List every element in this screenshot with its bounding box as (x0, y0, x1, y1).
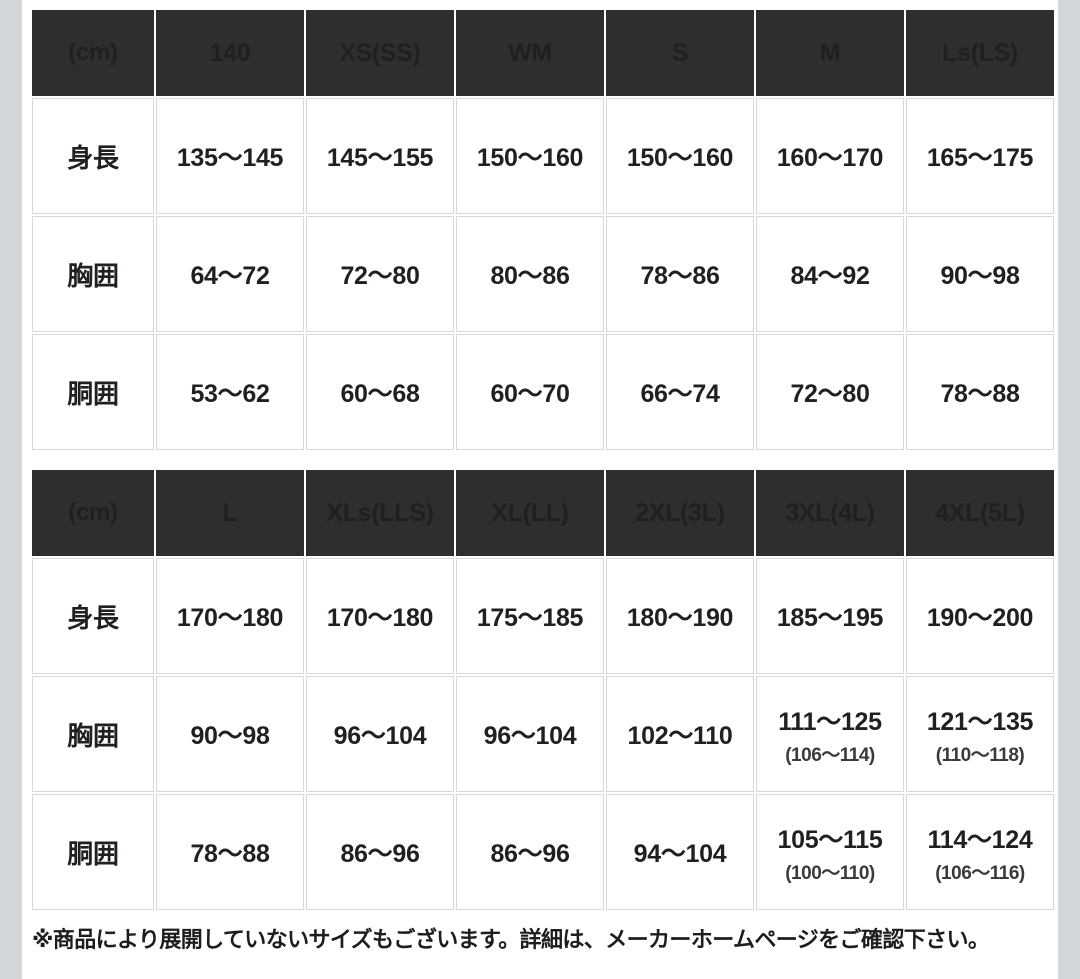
table-row: 胴囲 53〜62 60〜68 60〜70 66〜74 72〜80 78〜88 (32, 334, 1054, 450)
table-row: 身長 135〜145 145〜155 150〜160 150〜160 160〜1… (32, 98, 1054, 214)
header-row: (cm) L XLs(LLS) XL(LL) 2XL(3L) 3XL(4L) 4… (32, 470, 1054, 556)
header-size-2xl: 2XL(3L) (606, 470, 754, 556)
cell-chest-xl: 96〜104 (456, 676, 604, 792)
cell-value: 90〜98 (190, 722, 270, 750)
header-size-ls: Ls(LS) (906, 10, 1054, 96)
size-table-1: (cm) 140 XS(SS) WM S M Ls(LS) 身長 135〜145… (30, 8, 1056, 452)
cell-waist-2xl: 94〜104 (606, 794, 754, 910)
size-table-1-body: 身長 135〜145 145〜155 150〜160 150〜160 160〜1… (32, 98, 1054, 450)
cell-height-xs: 145〜155 (306, 98, 454, 214)
cell-value: 111〜125 (778, 707, 882, 736)
row-label-chest: 胸囲 (32, 676, 154, 792)
table-row: 身長 170〜180 170〜180 175〜185 180〜190 185〜1… (32, 558, 1054, 674)
cell-waist-s: 66〜74 (606, 334, 754, 450)
row-label-waist: 胴囲 (32, 334, 154, 450)
cell-value: 94〜104 (633, 840, 727, 868)
cell-value: 96〜104 (483, 722, 577, 750)
size-chart-page: (cm) 140 XS(SS) WM S M Ls(LS) 身長 135〜145… (22, 0, 1058, 979)
cell-value: 78〜88 (190, 840, 270, 868)
cell-waist-xl: 86〜96 (456, 794, 604, 910)
header-size-wm: WM (456, 10, 604, 96)
header-size-xls: XLs(LLS) (306, 470, 454, 556)
header-size-3xl: 3XL(4L) (756, 470, 904, 556)
size-table-2-wrapper: (cm) L XLs(LLS) XL(LL) 2XL(3L) 3XL(4L) 4… (30, 468, 1054, 912)
cell-chest-xs: 72〜80 (306, 216, 454, 332)
cell-subvalue: (100〜110) (785, 862, 875, 884)
footnote-text: ※商品により展開していないサイズもございます。詳細は、メーカーホームページをご確… (32, 927, 990, 952)
cell-chest-4xl: 121〜135 (110〜118) (906, 676, 1054, 792)
cell-waist-l: 78〜88 (156, 794, 304, 910)
cell-waist-m: 72〜80 (756, 334, 904, 450)
header-size-s: S (606, 10, 754, 96)
cell-value: 114〜124 (927, 825, 1033, 854)
cell-value: 86〜96 (340, 840, 420, 868)
header-size-140: 140 (156, 10, 304, 96)
cell-waist-ls: 78〜88 (906, 334, 1054, 450)
cell-value: 86〜96 (490, 840, 570, 868)
header-size-l: L (156, 470, 304, 556)
size-table-2: (cm) L XLs(LLS) XL(LL) 2XL(3L) 3XL(4L) 4… (30, 468, 1056, 912)
cell-subvalue: (106〜116) (935, 862, 1025, 884)
table-row: 胸囲 90〜98 96〜104 96〜104 102〜110 111〜125 (32, 676, 1054, 792)
cell-chest-140: 64〜72 (156, 216, 304, 332)
cell-chest-3xl: 111〜125 (106〜114) (756, 676, 904, 792)
row-label-chest: 胸囲 (32, 216, 154, 332)
size-table-2-head: (cm) L XLs(LLS) XL(LL) 2XL(3L) 3XL(4L) 4… (32, 470, 1054, 556)
cell-waist-xls: 86〜96 (306, 794, 454, 910)
row-label-height: 身長 (32, 98, 154, 214)
header-unit-label: (cm) (32, 470, 154, 556)
header-unit-label: (cm) (32, 10, 154, 96)
cell-chest-2xl: 102〜110 (606, 676, 754, 792)
cell-chest-s: 78〜86 (606, 216, 754, 332)
cell-height-ls: 165〜175 (906, 98, 1054, 214)
table-gap-spacer (30, 452, 1050, 468)
cell-subvalue: (110〜118) (935, 744, 1025, 766)
table-row: 胸囲 64〜72 72〜80 80〜86 78〜86 84〜92 90〜98 (32, 216, 1054, 332)
row-label-waist: 胴囲 (32, 794, 154, 910)
cell-height-140: 135〜145 (156, 98, 304, 214)
cell-height-l: 170〜180 (156, 558, 304, 674)
size-table-2-body: 身長 170〜180 170〜180 175〜185 180〜190 185〜1… (32, 558, 1054, 910)
cell-value: 102〜110 (627, 722, 733, 750)
cell-waist-wm: 60〜70 (456, 334, 604, 450)
cell-chest-xls: 96〜104 (306, 676, 454, 792)
header-size-4xl: 4XL(5L) (906, 470, 1054, 556)
cell-chest-l: 90〜98 (156, 676, 304, 792)
cell-height-wm: 150〜160 (456, 98, 604, 214)
size-table-1-head: (cm) 140 XS(SS) WM S M Ls(LS) (32, 10, 1054, 96)
cell-subvalue: (106〜114) (785, 744, 875, 766)
size-table-1-wrapper: (cm) 140 XS(SS) WM S M Ls(LS) 身長 135〜145… (30, 8, 1054, 452)
header-row: (cm) 140 XS(SS) WM S M Ls(LS) (32, 10, 1054, 96)
cell-waist-140: 53〜62 (156, 334, 304, 450)
cell-value: 121〜135 (926, 707, 1034, 736)
cell-waist-3xl: 105〜115 (100〜110) (756, 794, 904, 910)
header-size-xs: XS(SS) (306, 10, 454, 96)
header-size-xl: XL(LL) (456, 470, 604, 556)
cell-chest-ls: 90〜98 (906, 216, 1054, 332)
table-row: 胴囲 78〜88 86〜96 86〜96 94〜104 105〜115 (32, 794, 1054, 910)
cell-height-4xl: 190〜200 (906, 558, 1054, 674)
cell-height-m: 160〜170 (756, 98, 904, 214)
header-size-m: M (756, 10, 904, 96)
cell-height-xls: 170〜180 (306, 558, 454, 674)
cell-height-xl: 175〜185 (456, 558, 604, 674)
cell-waist-4xl: 114〜124 (106〜116) (906, 794, 1054, 910)
cell-value: 105〜115 (777, 825, 883, 854)
cell-chest-wm: 80〜86 (456, 216, 604, 332)
cell-height-2xl: 180〜190 (606, 558, 754, 674)
cell-value: 96〜104 (333, 722, 427, 750)
cell-height-3xl: 185〜195 (756, 558, 904, 674)
cell-height-s: 150〜160 (606, 98, 754, 214)
cell-chest-m: 84〜92 (756, 216, 904, 332)
row-label-height: 身長 (32, 558, 154, 674)
cell-waist-xs: 60〜68 (306, 334, 454, 450)
